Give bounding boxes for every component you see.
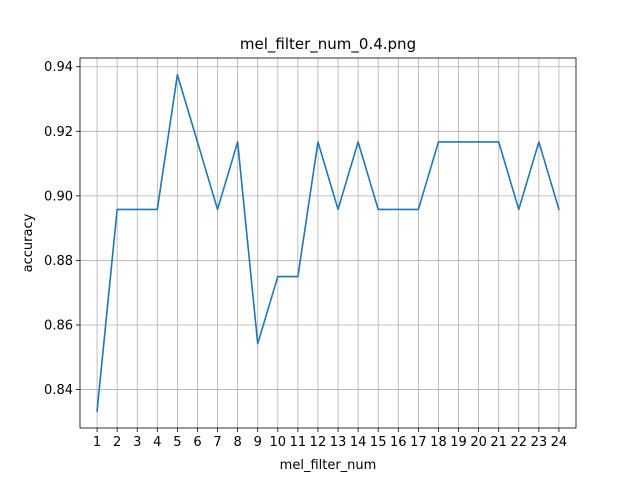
ticks: 1 2 3 4 5 6 7 8 9 10 11 12 13 14 15 16 17 18 19 20 21 22 23 240… <box>44 60 567 450</box>
x-tick-label: 21 <box>490 435 507 450</box>
x-tick-label: 7 <box>213 435 221 450</box>
x-tick-label: 24 <box>551 435 568 450</box>
x-tick-label: 18 <box>430 435 447 450</box>
x-tick-label: 9 <box>254 435 262 450</box>
chart-title: mel_filter_num_0.4.png <box>240 35 416 54</box>
y-tick-label: 0.84 <box>44 383 73 398</box>
y-tick-label: 0.90 <box>44 189 73 204</box>
x-tick-label: 4 <box>153 435 161 450</box>
x-tick-label: 1 <box>93 435 101 450</box>
x-tick-label: 5 <box>173 435 181 450</box>
x-tick-label: 22 <box>510 435 527 450</box>
x-tick-label: 3 <box>133 435 141 450</box>
series-layer <box>96 73 560 413</box>
x-tick-label: 12 <box>310 435 327 450</box>
x-tick-label: 20 <box>470 435 487 450</box>
x-tick-label: 14 <box>350 435 367 450</box>
x-tick-label: 16 <box>390 435 407 450</box>
x-tick-label: 11 <box>290 435 307 450</box>
grid <box>80 58 576 428</box>
series-line <box>96 73 560 413</box>
x-tick-label: 19 <box>450 435 467 450</box>
y-tick-label: 0.92 <box>44 125 73 140</box>
y-tick-label: 0.94 <box>44 60 73 75</box>
x-tick-label: 17 <box>410 435 427 450</box>
y-tick-label: 0.88 <box>44 254 73 269</box>
x-tick-label: 13 <box>330 435 347 450</box>
x-tick-label: 23 <box>531 435 548 450</box>
x-axis-label: mel_filter_num <box>280 458 377 473</box>
x-tick-label: 2 <box>113 435 121 450</box>
x-tick-label: 8 <box>233 435 241 450</box>
y-axis-label: accuracy <box>21 213 36 272</box>
plot-frame <box>79 57 577 429</box>
x-tick-label: 6 <box>193 435 201 450</box>
y-tick-label: 0.86 <box>44 319 73 334</box>
x-tick-label: 10 <box>270 435 287 450</box>
x-tick-label: 15 <box>370 435 387 450</box>
